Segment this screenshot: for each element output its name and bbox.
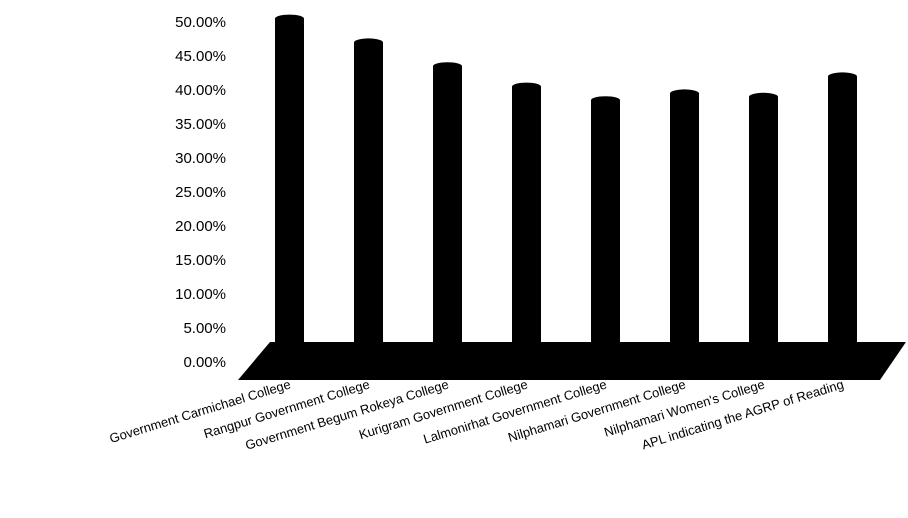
bar-body (354, 42, 383, 363)
bar (512, 82, 541, 362)
y-tick-label: 0.00% (183, 354, 226, 371)
bar-cap (512, 82, 541, 91)
bar-cap (828, 72, 857, 81)
bar-body (591, 100, 620, 362)
y-tick-label: 45.00% (175, 48, 226, 65)
bar-cap (591, 96, 620, 105)
bar (749, 92, 778, 363)
bar (828, 72, 857, 363)
bar-body (275, 18, 304, 362)
bar-cap (275, 14, 304, 23)
bar-cap (433, 62, 462, 71)
bar (670, 89, 699, 363)
bar-body (670, 93, 699, 363)
y-tick-label: 5.00% (183, 320, 226, 337)
bar-cap (670, 89, 699, 98)
y-tick-label: 40.00% (175, 82, 226, 99)
bar (433, 62, 462, 362)
bar-cap (354, 38, 383, 47)
y-tick-label: 25.00% (175, 184, 226, 201)
bar (275, 14, 304, 362)
y-tick-label: 50.00% (175, 14, 226, 31)
bar-body (433, 66, 462, 362)
floor-slab (238, 342, 906, 380)
y-axis-tick-labels: 0.00% 5.00% 10.00% 15.00% 20.00% 25.00% 30.00%… (175, 14, 226, 371)
bar-cap (749, 92, 778, 101)
bar-body (749, 96, 778, 363)
y-tick-label: 20.00% (175, 218, 226, 235)
y-tick-label: 30.00% (175, 150, 226, 167)
chart-floor (238, 342, 906, 380)
bar (591, 96, 620, 362)
bar (354, 38, 383, 363)
y-tick-label: 35.00% (175, 116, 226, 133)
y-tick-label: 10.00% (175, 286, 226, 303)
bar-body (828, 76, 857, 363)
bar-body (512, 86, 541, 362)
bars (275, 14, 857, 363)
y-tick-label: 15.00% (175, 252, 226, 269)
